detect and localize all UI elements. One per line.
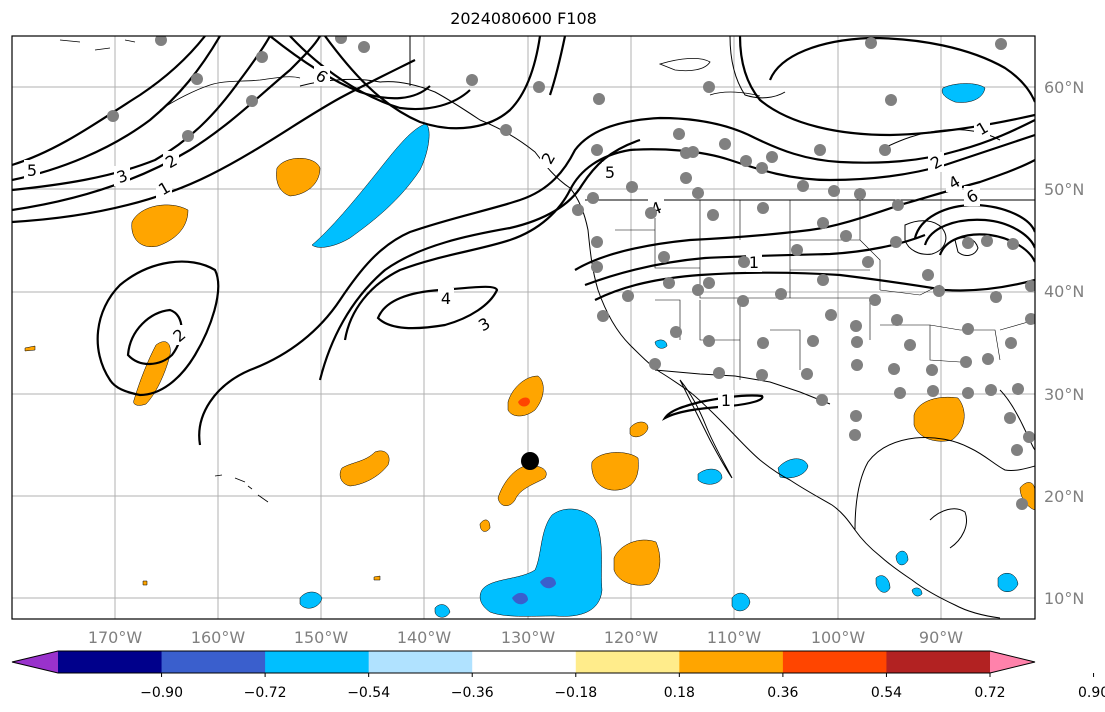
colorbar-tick-label: −0.18 xyxy=(554,685,597,701)
colorbar-segment xyxy=(161,651,266,673)
colorbar: −0.90 −0.72 −0.54 −0.36 −0.18 0.18 0.36 0.54 0.7… xyxy=(11,650,1105,701)
colorbar-tick-label: −0.72 xyxy=(244,685,287,701)
colorbar-tick-label: −0.90 xyxy=(140,685,183,701)
hudson-bay-negative-area xyxy=(941,83,986,103)
lon-label-140w: 140°W xyxy=(397,628,452,647)
pacific-positive-area-6 xyxy=(497,465,547,506)
colorbar-tick-label: 0.18 xyxy=(664,685,695,701)
colorbar-tick-label: −0.54 xyxy=(347,685,390,701)
longitude-labels: 170°W 160°W 150°W 140°W 130°W 120°W 110°… xyxy=(88,628,963,647)
lat-label-10n: 10°N xyxy=(1044,589,1084,608)
contour-label: 4 xyxy=(441,289,451,308)
lon-label-90w: 90°W xyxy=(919,628,963,647)
small-negative-area-5 xyxy=(997,572,1019,592)
hawaii-islands xyxy=(214,474,269,503)
coastlines xyxy=(299,36,1035,619)
north-pacific-islands xyxy=(59,39,136,51)
contour-label: 1 xyxy=(721,391,731,410)
colorbar-segment xyxy=(472,651,577,673)
lon-label-110w: 110°W xyxy=(707,628,762,647)
small-negative-area-9 xyxy=(654,339,668,349)
strong-negative-cores xyxy=(512,576,556,605)
lon-label-150w: 150°W xyxy=(294,628,349,647)
storm-center-marker xyxy=(521,452,539,470)
lon-label-130w: 130°W xyxy=(501,628,556,647)
great-lakes xyxy=(904,220,979,256)
small-negative-area-6 xyxy=(895,550,909,566)
colorbar-tick-label: 0.54 xyxy=(871,685,902,701)
positive-area-small-1 xyxy=(629,421,649,438)
baja-coastline xyxy=(679,379,733,479)
lat-label-30n: 30°N xyxy=(1044,385,1084,404)
pacific-positive-area-7 xyxy=(591,452,639,491)
map-title: 2024080600 F108 xyxy=(450,9,597,28)
pacific-positive-area-4 xyxy=(339,450,390,487)
colorbar-segment xyxy=(990,651,1035,673)
lat-label-60n: 60°N xyxy=(1044,78,1084,97)
latitude-labels: 60°N 50°N 40°N 30°N 20°N 10°N xyxy=(1044,78,1084,608)
positive-area-small-6 xyxy=(142,580,148,586)
colorbar-segment xyxy=(679,651,784,673)
negative-anomaly-fills xyxy=(299,83,1019,618)
small-negative-area-2 xyxy=(697,468,723,485)
contour-label: 5 xyxy=(27,161,37,180)
colorbar-tick-label: −0.36 xyxy=(451,685,494,701)
pacific-positive-area-3 xyxy=(133,341,171,406)
positive-area-small-3 xyxy=(479,519,491,532)
colorbar-outline xyxy=(11,650,1036,674)
tropical-negative-area xyxy=(479,508,603,617)
lon-label-160w: 160°W xyxy=(191,628,246,647)
gulf-coastline xyxy=(854,437,1035,531)
small-negative-area-10 xyxy=(911,587,923,597)
positive-area-small-2 xyxy=(1019,482,1035,511)
lat-label-50n: 50°N xyxy=(1044,180,1084,199)
lat-label-20n: 20°N xyxy=(1044,487,1084,506)
positive-area-small-5 xyxy=(373,575,381,581)
colorbar-segment xyxy=(265,651,370,673)
strong-positive-cores xyxy=(518,397,530,407)
lon-label-170w: 170°W xyxy=(88,628,143,647)
us-mexico-border xyxy=(654,369,831,405)
gulf-positive-area xyxy=(913,397,965,442)
colorbar-segment xyxy=(575,651,680,673)
florida-coastline xyxy=(999,389,1035,451)
small-negative-area-4 xyxy=(731,592,751,612)
contour-label: 5 xyxy=(605,163,615,182)
north-america-coastline xyxy=(299,78,1001,619)
small-negative-area-8 xyxy=(434,604,451,618)
lat-label-40n: 40°N xyxy=(1044,282,1084,301)
pacific-positive-area-2 xyxy=(276,158,321,197)
pacific-positive-area-5 xyxy=(507,375,544,417)
colorbar-tick-label: 0.36 xyxy=(767,685,798,701)
pacific-positive-area-8 xyxy=(613,539,661,586)
contour-label: 1 xyxy=(749,253,759,272)
colorbar-segment xyxy=(12,651,58,673)
positive-area-small-4 xyxy=(24,345,36,352)
small-negative-area-7 xyxy=(875,575,891,593)
colorbar-segment xyxy=(58,651,163,673)
positive-anomaly-fills xyxy=(24,158,1035,586)
grid-lines xyxy=(12,36,1035,619)
gulf-of-alaska-negative-area xyxy=(311,123,430,248)
yucatan-coastline xyxy=(929,508,967,549)
colorbar-tick-label: 0.90 xyxy=(1078,685,1105,701)
small-negative-area-1 xyxy=(777,458,809,479)
colorbar-segment xyxy=(782,651,887,673)
lon-label-120w: 120°W xyxy=(604,628,659,647)
station-dots xyxy=(107,36,1035,510)
lon-label-100w: 100°W xyxy=(811,628,866,647)
colorbar-segment xyxy=(368,651,473,673)
colorbar-tick-label: 0.72 xyxy=(974,685,1005,701)
small-negative-area-3 xyxy=(299,591,323,609)
map-frame xyxy=(11,35,1036,620)
colorbar-segment xyxy=(886,651,991,673)
pacific-positive-area-1 xyxy=(131,204,189,248)
